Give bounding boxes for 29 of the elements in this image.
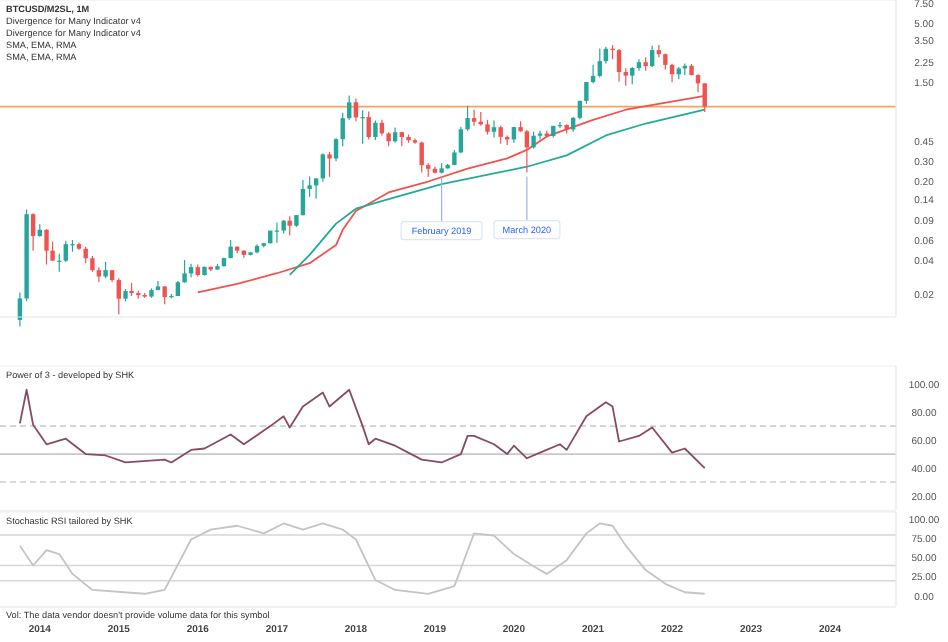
- candlestick: [327, 151, 332, 178]
- line-series: [19, 388, 706, 469]
- candlestick: [366, 110, 371, 141]
- candlestick: [313, 177, 319, 200]
- candlestick: [287, 215, 292, 236]
- candlestick: [649, 45, 655, 68]
- candlestick: [182, 259, 187, 284]
- candlestick: [333, 137, 339, 162]
- line-series: [19, 522, 706, 595]
- candlestick: [524, 129, 530, 174]
- candlestick: [320, 152, 326, 183]
- candlestick: [30, 212, 36, 252]
- line-series: [288, 108, 706, 276]
- candlestick: [491, 119, 497, 139]
- candlestick: [353, 97, 359, 122]
- candlestick: [498, 125, 503, 145]
- candlestick: [63, 240, 68, 263]
- candlestick: [471, 109, 477, 127]
- candlestick: [162, 285, 167, 305]
- candlestick: [597, 47, 602, 78]
- candlestick: [360, 109, 365, 145]
- candlestick: [274, 221, 280, 244]
- candlestick: [373, 119, 378, 141]
- candlestick: [347, 94, 352, 121]
- candlestick: [412, 137, 418, 145]
- candlestick: [616, 48, 622, 83]
- candlestick: [116, 277, 121, 315]
- candlestick: [44, 228, 49, 266]
- candlestick: [340, 112, 345, 147]
